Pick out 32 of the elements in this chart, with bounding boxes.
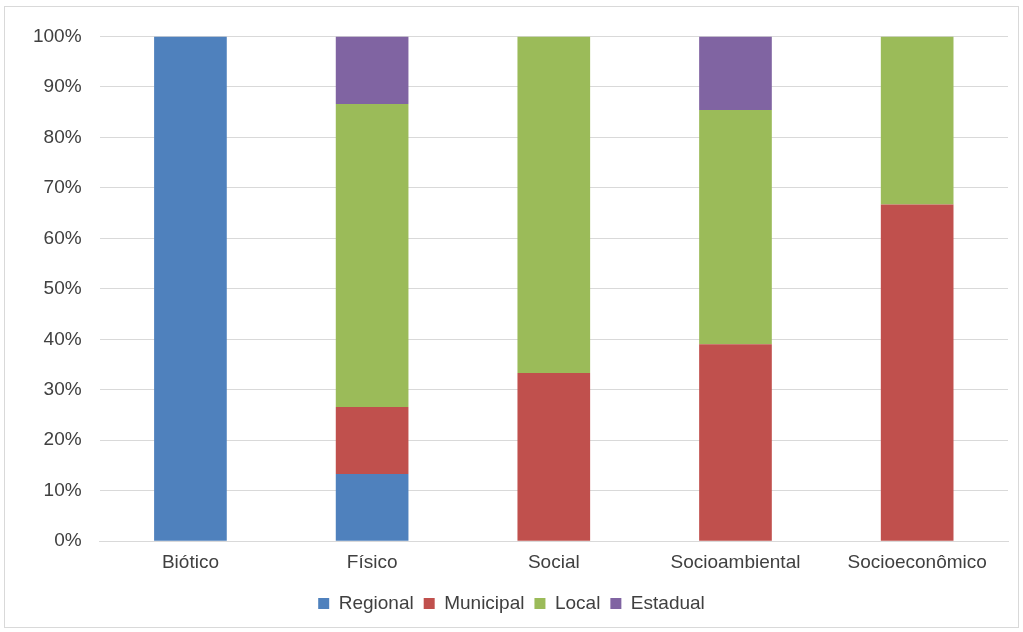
x-tick-label: Socioambiental [670,550,801,572]
y-tick-label: 100% [32,24,82,46]
bar [335,406,409,475]
bar [517,373,591,541]
bar [335,36,409,105]
bar [699,344,772,541]
y-tick-label: 80% [43,125,82,147]
y-tick-label: 40% [43,327,82,349]
y-tick-label: 0% [54,529,82,551]
bar [699,36,772,111]
legend-label: Local [554,591,601,613]
x-tick-label: Socioeconômico [847,550,987,572]
bar [517,36,591,374]
legend-label: Regional [338,591,414,613]
legend-label: Municipal [444,591,525,613]
x-tick-label: Biótico [161,550,219,572]
x-tick-label: Físico [346,550,398,572]
y-tick-label: 30% [43,377,82,399]
x-tick-label: Social [527,550,580,572]
y-tick-label: 60% [43,226,82,248]
y-tick-label: 50% [43,277,82,299]
bar [880,204,954,541]
bar [154,36,227,541]
legend-label: Estadual [630,591,705,613]
y-tick-label: 10% [43,478,82,500]
y-tick-label: 20% [43,428,82,450]
y-tick-label: 70% [43,176,82,198]
bar [335,104,409,407]
bar [699,110,772,345]
bar [335,474,409,541]
y-tick-label: 90% [43,75,82,97]
bar [880,36,954,205]
